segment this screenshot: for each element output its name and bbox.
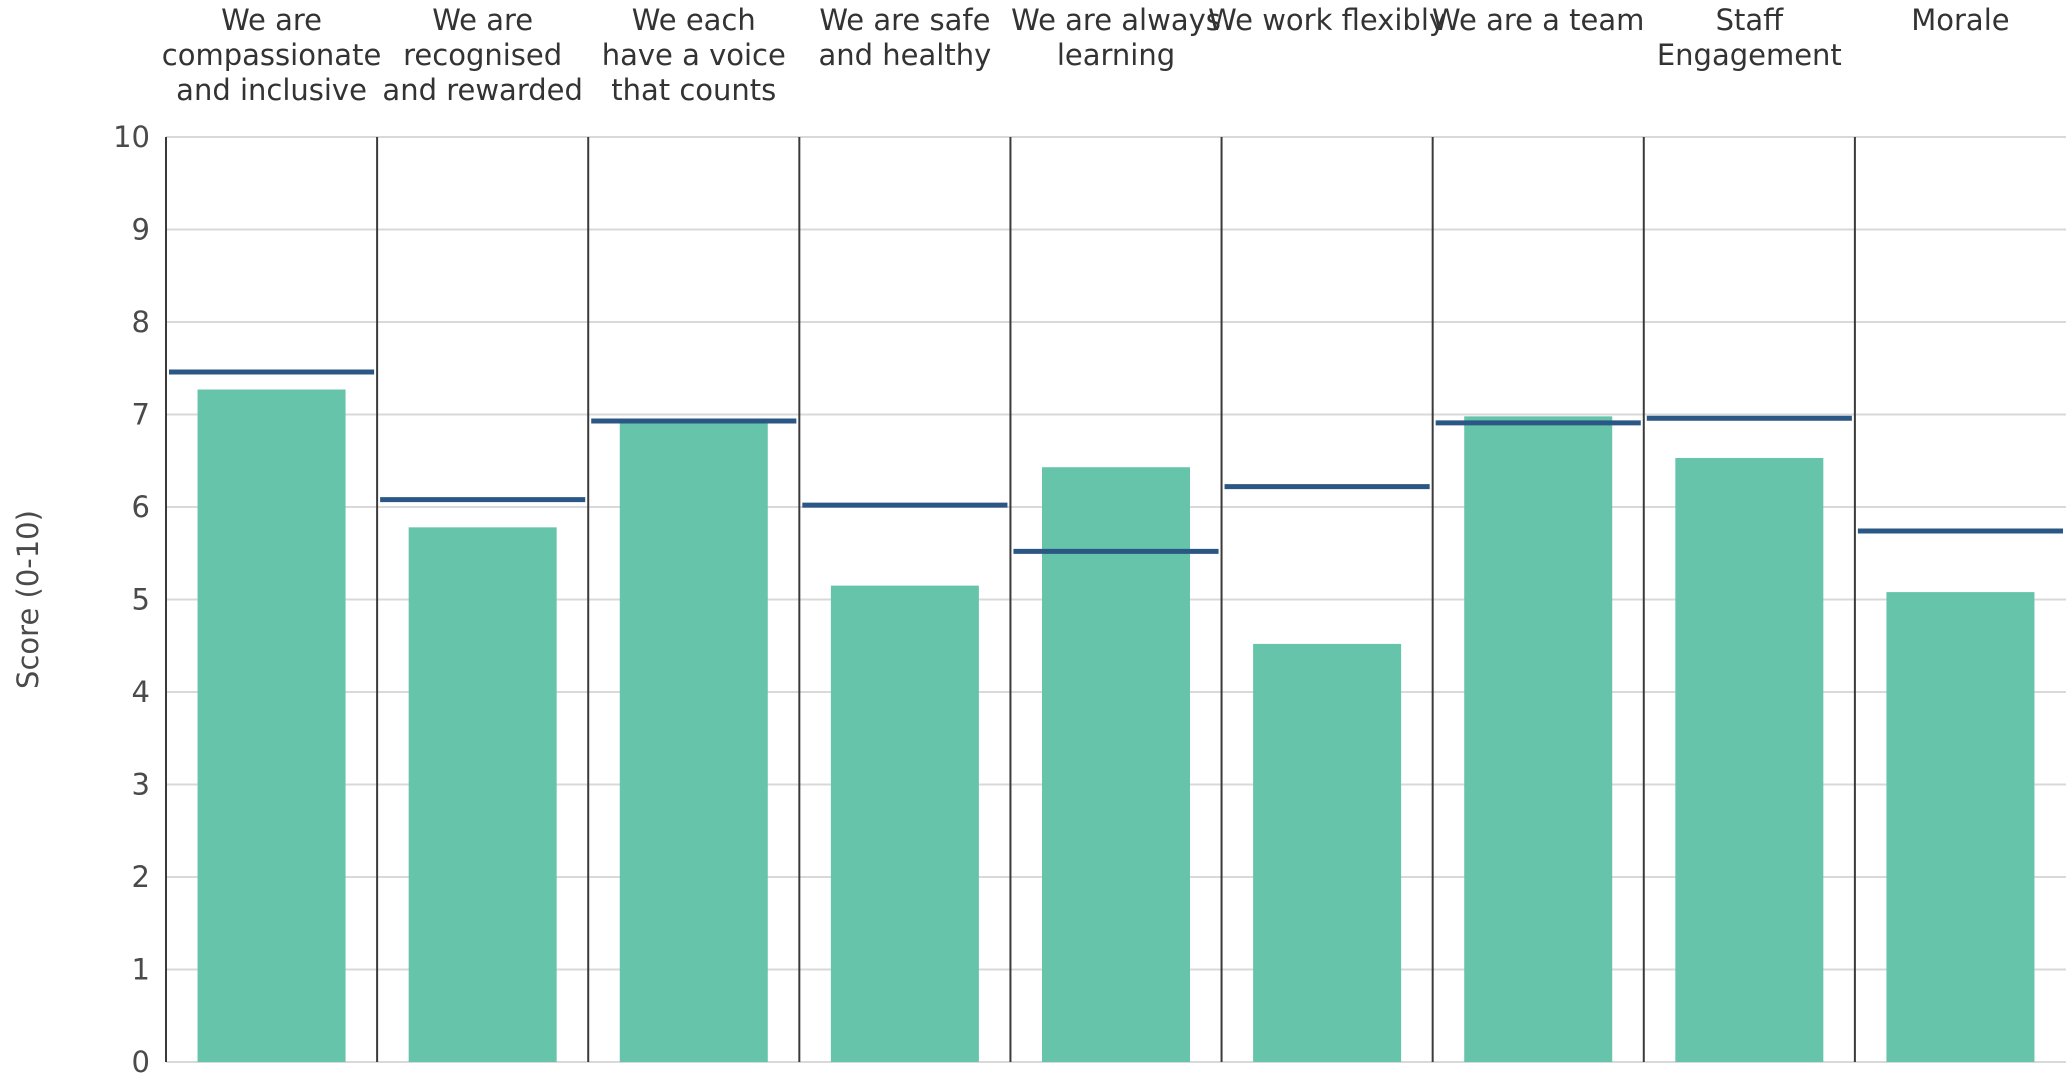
category-label-line: We work flexibly <box>1208 3 1446 37</box>
bar <box>408 527 557 1062</box>
category-label-line: We are <box>221 3 322 37</box>
category-label: We are compassionate and inclusive <box>162 3 382 107</box>
category-label: We are recognised and rewarded <box>382 3 582 107</box>
category-label-line: and healthy <box>819 38 992 72</box>
category-dividers <box>165 137 1856 1062</box>
y-tick-label: 10 <box>113 120 150 154</box>
category-label: We each have a voice that counts <box>602 3 786 107</box>
bars <box>197 389 2035 1063</box>
y-tick-label: 5 <box>132 583 150 617</box>
bar <box>1464 416 1613 1063</box>
category-label-line: We are safe <box>819 3 990 37</box>
y-tick-label: 1 <box>132 953 150 987</box>
category-label: We are always learning <box>1011 3 1221 72</box>
bar <box>1886 592 2035 1062</box>
category-label-line: Staff <box>1716 3 1785 37</box>
category-label-line: and inclusive <box>176 73 367 107</box>
y-tick-label: 7 <box>132 398 150 432</box>
bar <box>619 420 768 1063</box>
y-axis-title: Score (0-10) <box>11 510 45 689</box>
category-label-line: that counts <box>611 73 776 107</box>
category-label-line: We are always <box>1011 3 1221 37</box>
y-tick-label: 8 <box>132 305 150 339</box>
category-label: We work flexibly <box>1208 3 1446 37</box>
category-label-line: We each <box>632 3 756 37</box>
category-label-line: compassionate <box>162 38 382 72</box>
y-tick-label: 3 <box>132 768 150 802</box>
y-tick-label: 2 <box>132 860 150 894</box>
category-label-line: We are <box>432 3 533 37</box>
y-tick-label: 9 <box>132 213 150 247</box>
category-label: We are safe and healthy <box>819 3 992 72</box>
category-label-line: and rewarded <box>382 73 582 107</box>
y-axis-ticks: 0 1 2 3 4 5 6 7 8 9 10 <box>113 120 150 1078</box>
category-label-line: recognised <box>403 38 562 72</box>
y-tick-label: 6 <box>132 490 150 524</box>
category-label-line: have a voice <box>602 38 786 72</box>
bar <box>830 585 979 1062</box>
y-tick-label: 4 <box>132 675 150 709</box>
category-label-line: We are a team <box>1432 3 1644 37</box>
category-label-line: Engagement <box>1657 38 1842 72</box>
category-label: Morale <box>1911 3 2009 37</box>
bar <box>1253 643 1402 1062</box>
category-label: We are a team <box>1432 3 1644 37</box>
bar <box>197 389 346 1062</box>
category-label-line: learning <box>1057 38 1175 72</box>
bar <box>1042 467 1190 1063</box>
category-label-line: Morale <box>1911 3 2009 37</box>
category-label: Staff Engagement <box>1657 3 1842 72</box>
bar <box>1675 457 1824 1063</box>
y-tick-label: 0 <box>132 1045 150 1078</box>
comparison-lines <box>169 369 2063 554</box>
